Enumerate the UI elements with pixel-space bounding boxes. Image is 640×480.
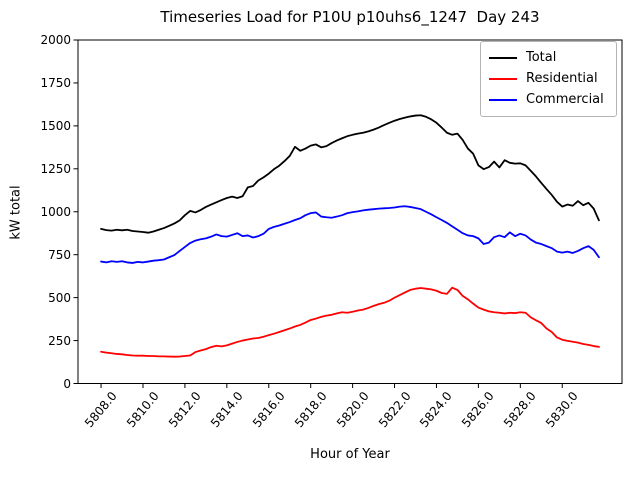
legend-line-swatch-residential — [489, 77, 517, 80]
y-tick-label: 0 — [63, 376, 71, 391]
legend-label-residential: Residential — [526, 70, 598, 86]
y-tick-label: 1250 — [40, 161, 71, 176]
legend-label-total: Total — [526, 49, 557, 65]
chart-title: Timeseries Load for P10U p10uhs6_1247 Da… — [160, 8, 540, 26]
series-line-commercial — [100, 205, 600, 264]
legend: Total Residential Commercial — [480, 41, 617, 117]
y-tick-label: 500 — [48, 290, 71, 305]
x-axis-label: Hour of Year — [310, 447, 390, 462]
legend-entry-residential: Residential — [489, 68, 608, 89]
legend-label-commercial: Commercial — [526, 92, 604, 108]
legend-entry-commercial: Commercial — [489, 90, 608, 111]
series-line-total — [100, 114, 600, 234]
y-tick-label: 2000 — [40, 33, 71, 47]
legend-entry-total: Total — [489, 47, 608, 68]
y-tick-label: 1000 — [40, 204, 71, 219]
y-tick-label: 1500 — [40, 118, 71, 133]
series-line-residential — [100, 286, 600, 358]
legend-line-swatch-total — [489, 56, 517, 59]
legend-line-swatch-commercial — [489, 99, 517, 102]
y-tick-label: 750 — [48, 247, 71, 262]
y-tick-label: 1750 — [40, 75, 71, 90]
y-tick-label: 250 — [48, 333, 71, 348]
